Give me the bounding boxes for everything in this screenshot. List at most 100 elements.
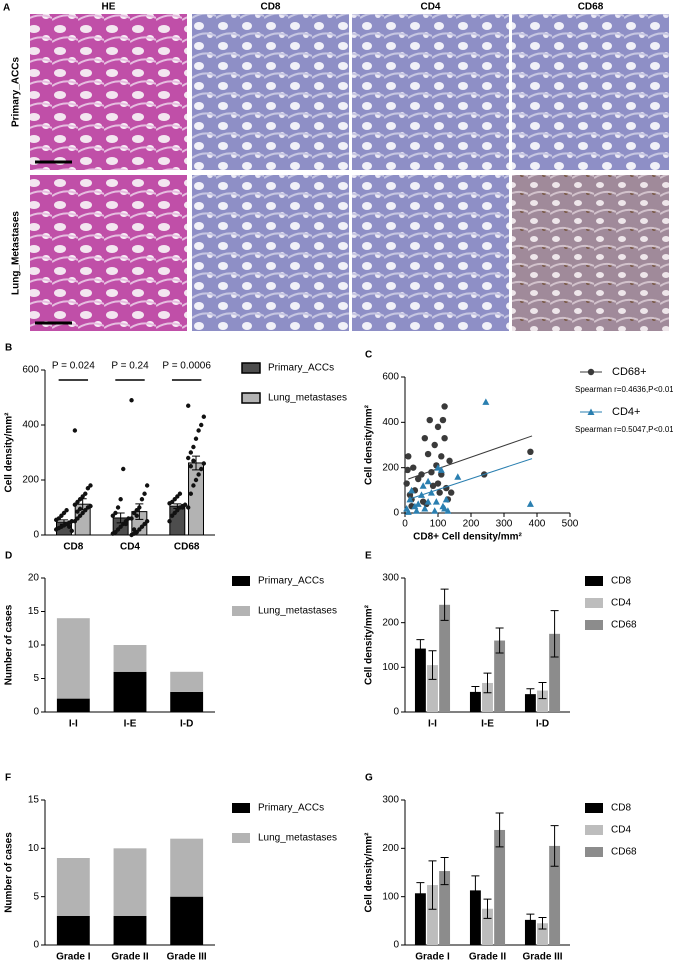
data-point (77, 513, 83, 518)
data-point (129, 398, 134, 403)
p-value: P = 0.0006 (162, 361, 211, 372)
legend-label: Primary_ACCs (258, 803, 324, 814)
x-tick-label: Grade II (111, 952, 148, 963)
data-point (131, 527, 137, 532)
x-tick-label: I-E (124, 719, 137, 730)
error-bar (440, 857, 449, 886)
data-point (129, 516, 134, 521)
bar-segment (113, 671, 147, 712)
trend-line (408, 435, 533, 480)
data-point (444, 507, 452, 514)
data-point (441, 403, 448, 410)
data-point (175, 494, 180, 499)
histology-image (352, 14, 509, 170)
y-axis-label: Cell density/mm² (364, 604, 375, 685)
legend-label: CD4 (611, 598, 631, 609)
data-point (115, 527, 121, 532)
data-point (180, 505, 185, 510)
x-tick-label: 500 (562, 519, 579, 530)
bar-segment (170, 691, 204, 712)
data-point (118, 524, 123, 529)
data-point (134, 530, 139, 535)
legend-label: CD4+ (612, 406, 640, 418)
legend-label: Lung_metastases (258, 833, 337, 844)
data-point (113, 530, 118, 535)
legend-swatch (232, 606, 250, 616)
data-point (59, 513, 64, 518)
data-point (437, 466, 445, 473)
data-point (61, 510, 67, 516)
x-tick-label: 300 (496, 519, 513, 530)
y-tick-label: 100 (382, 891, 399, 902)
y-tick-label: 400 (382, 417, 399, 428)
bar (414, 893, 426, 945)
error-bar (440, 588, 449, 621)
data-point (404, 466, 411, 474)
legend-swatch (585, 576, 603, 586)
histology-image (30, 14, 187, 170)
bar (537, 923, 548, 945)
data-point (188, 491, 194, 496)
data-point (191, 483, 196, 488)
data-point (454, 473, 462, 480)
error-bar (483, 672, 492, 694)
data-point (438, 453, 445, 460)
data-point (83, 508, 88, 513)
y-tick-label: 200 (382, 462, 399, 473)
data-point (587, 408, 595, 415)
legend-label: Primary_ACCs (268, 363, 334, 374)
data-point (110, 513, 116, 518)
x-tick-label: CD68 (174, 542, 200, 553)
legend-label: CD8 (611, 803, 631, 814)
data-point (131, 510, 137, 516)
data-point (421, 435, 428, 442)
data-point (169, 499, 175, 505)
bar (427, 665, 438, 712)
data-point (587, 368, 595, 376)
trend-line (408, 458, 533, 500)
data-point (144, 483, 150, 488)
bar-segment (113, 848, 147, 916)
data-point (193, 477, 199, 483)
legend-swatch (585, 598, 603, 608)
data-point (439, 416, 447, 424)
error-bar (538, 682, 547, 700)
data-point (139, 497, 145, 502)
error-bar (416, 882, 425, 905)
data-point (172, 510, 177, 516)
data-point (113, 510, 118, 516)
histology-image (192, 14, 349, 170)
column-header: CD68 (578, 2, 604, 13)
data-point (403, 480, 410, 487)
column-header: CD8 (260, 2, 280, 13)
p-value: P = 0.024 (52, 361, 95, 372)
bar-segment (113, 645, 147, 672)
y-tick-label: 15 (28, 606, 40, 617)
data-point (186, 403, 191, 408)
x-tick-label: Grade III (522, 952, 562, 963)
y-tick-label: 0 (393, 508, 399, 519)
annotation: Spearman r=0.4636,P<0.01 (575, 385, 673, 394)
data-point (413, 507, 421, 514)
legend-label: CD68 (611, 847, 637, 858)
bar-segment (56, 618, 90, 699)
bar (414, 648, 426, 712)
error-bar (495, 627, 504, 654)
data-point (144, 519, 150, 524)
legend-swatch (585, 847, 603, 857)
data-point (441, 435, 448, 442)
legend-swatch (585, 620, 603, 630)
data-point (431, 441, 438, 449)
legend-label: CD4 (611, 825, 631, 836)
data-point (72, 519, 78, 524)
bar (549, 633, 561, 712)
data-point (188, 464, 194, 469)
data-point (441, 504, 449, 512)
data-point (83, 491, 88, 496)
y-tick-label: 300 (382, 795, 399, 806)
data-point (69, 519, 74, 524)
data-point (142, 521, 147, 527)
bar-segment (56, 698, 90, 712)
data-point (75, 499, 80, 505)
data-point (115, 505, 121, 510)
